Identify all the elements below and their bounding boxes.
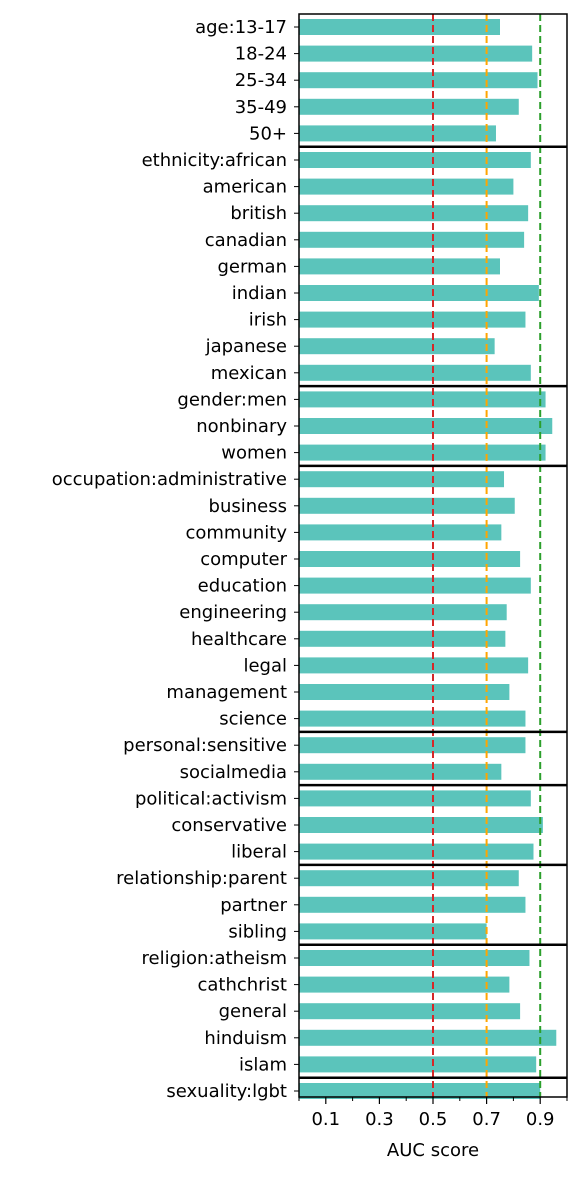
reference-lines-layer [432, 14, 542, 1097]
bar-religion-atheism [299, 950, 530, 966]
bar-liberal [299, 843, 534, 860]
bar-age-13-17 [299, 19, 500, 35]
bar-management [299, 684, 510, 700]
bar-25-34 [299, 72, 538, 89]
category-label-indian: indian [232, 283, 287, 304]
bar-legal [299, 657, 529, 674]
bar-relationship-parent [299, 870, 519, 887]
bar-engineering [299, 604, 507, 621]
category-label-gender-men: gender:men [177, 389, 287, 410]
category-label-conservative: conservative [171, 815, 287, 836]
bar-german [299, 258, 500, 275]
category-label-german: german [217, 256, 287, 277]
category-label-canadian: canadian [205, 230, 287, 251]
category-labels-layer: age:13-17 18-24 25-34 35-49 50+ ethnicity:afr… [52, 17, 299, 1102]
category-label-relationship-parent: relationship:parent [116, 868, 287, 889]
bar-indian [299, 285, 539, 301]
bar-canadian [299, 231, 525, 248]
bar-cathchrist [299, 976, 510, 993]
category-label-irish: irish [249, 310, 287, 331]
x-tick-label: 0.9 [526, 1109, 555, 1130]
category-label-american: american [203, 177, 287, 198]
category-label-18-24: 18-24 [235, 44, 287, 65]
bar-nonbinary [299, 418, 553, 434]
bar-irish [299, 311, 526, 328]
bar-18-24 [299, 45, 533, 62]
category-label-age-13-17: age:13-17 [195, 17, 287, 38]
category-label-hinduism: hinduism [204, 1028, 287, 1049]
category-label-sexuality-lgbt: sexuality:lgbt [166, 1081, 287, 1102]
bar-american [299, 178, 514, 195]
bar-japanese [299, 338, 495, 355]
category-label-legal: legal [243, 655, 287, 676]
bar-computer [299, 551, 521, 567]
category-label-mexican: mexican [211, 363, 287, 384]
bar-mexican [299, 364, 531, 381]
category-label-personal-sensitive: personal:sensitive [123, 735, 287, 756]
category-label-japanese: japanese [205, 336, 287, 357]
bar-ethnicity-african [299, 152, 531, 168]
category-label-british: british [230, 203, 287, 224]
bar-british [299, 205, 529, 222]
bar-partner [299, 896, 526, 913]
bar-women [299, 444, 546, 461]
group-separators-layer [299, 145, 567, 1079]
bar-science [299, 710, 526, 727]
bar-conservative [299, 817, 543, 833]
bar-business [299, 497, 515, 514]
bar-political-activism [299, 790, 531, 807]
x-tick-label: 0.3 [365, 1109, 394, 1130]
x-ticks-layer: 0.1 0.3 0.5 0.7 0.9 [298, 1097, 568, 1130]
category-label-25-34: 25-34 [235, 70, 287, 91]
category-label-liberal: liberal [231, 842, 287, 863]
category-label-general: general [219, 1001, 287, 1022]
bar-hinduism [299, 1029, 557, 1046]
x-axis-title: AUC score [387, 1140, 479, 1161]
bar-sibling [299, 923, 487, 940]
category-label-cathchrist: cathchrist [197, 975, 287, 996]
category-label-community: community [185, 522, 287, 543]
category-label-science: science [219, 709, 287, 730]
category-label-education: education [198, 576, 287, 597]
category-label-islam: islam [239, 1054, 287, 1075]
bar-35-49 [299, 98, 519, 115]
category-label-women: women [221, 443, 287, 464]
x-tick-label: 0.5 [419, 1109, 448, 1130]
category-label-healthcare: healthcare [191, 629, 287, 650]
category-label-occupation-administrative: occupation:administrative [52, 469, 287, 490]
bar-50 [299, 125, 496, 142]
bar-occupation-administrative [299, 471, 505, 488]
x-tick-label: 0.7 [472, 1109, 501, 1130]
category-label-political-activism: political:activism [135, 788, 287, 809]
category-label-management: management [166, 682, 287, 703]
bar-healthcare [299, 630, 506, 647]
category-label-nonbinary: nonbinary [196, 416, 287, 437]
bar-socialmedia [299, 763, 502, 780]
bar-islam [299, 1056, 537, 1073]
category-label-partner: partner [220, 895, 287, 916]
bar-gender-men [299, 391, 546, 408]
bars-layer [299, 19, 557, 1099]
x-tick-label: 0.1 [311, 1109, 340, 1130]
category-label-socialmedia: socialmedia [180, 762, 287, 783]
category-label-50: 50+ [249, 123, 287, 144]
category-label-ethnicity-african: ethnicity:african [142, 150, 287, 171]
category-label-computer: computer [200, 549, 287, 570]
bar-community [299, 524, 502, 541]
category-label-business: business [209, 496, 287, 517]
bar-general [299, 1003, 521, 1020]
bar-education [299, 577, 531, 594]
bar-sexuality-lgbt [299, 1083, 541, 1099]
category-label-engineering: engineering [179, 602, 287, 623]
bar-personal-sensitive [299, 737, 526, 754]
category-label-sibling: sibling [228, 921, 287, 942]
category-label-35-49: 35-49 [235, 97, 287, 118]
category-label-religion-atheism: religion:atheism [142, 948, 287, 969]
